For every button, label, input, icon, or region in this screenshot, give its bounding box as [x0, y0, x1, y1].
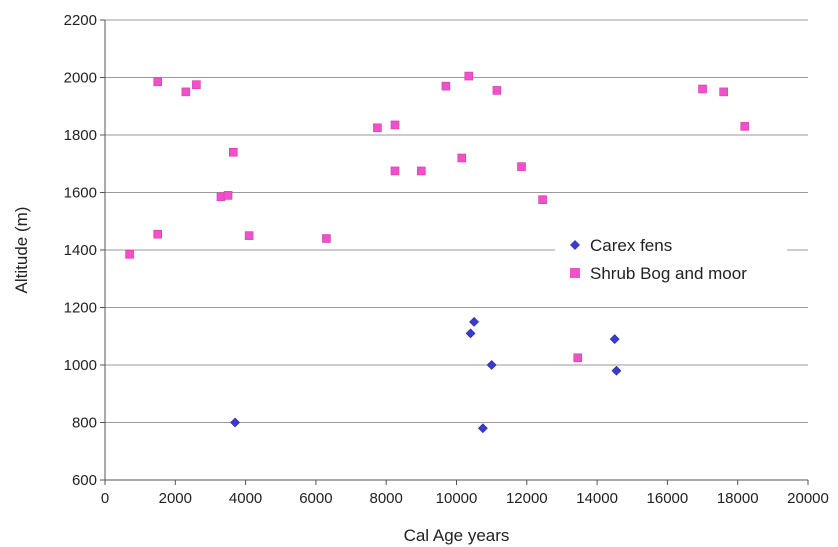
y-tick-label: 600 — [72, 472, 97, 489]
point-carex-fens — [230, 417, 240, 428]
y-tick-label: 2200 — [64, 12, 97, 29]
point-shrub-bog-and-moor — [457, 153, 467, 163]
point-shrub-bog-and-moor — [181, 87, 191, 97]
x-tick-label: 10000 — [436, 490, 478, 507]
point-shrub-bog-and-moor — [441, 81, 451, 91]
point-carex-fens — [609, 334, 620, 345]
x-tick-label: 12000 — [506, 490, 548, 507]
y-axis-ticks: 600 800 1000 1200 1400 1600 1800 2000 2200 — [64, 12, 105, 489]
point-shrub-bog-and-moor — [538, 195, 547, 204]
x-tick-label: 14000 — [576, 490, 618, 507]
y-tick-label: 1400 — [64, 242, 97, 259]
y-tick-label: 1800 — [64, 127, 97, 144]
legend-label-carex-fens: Carex fens — [590, 236, 672, 255]
y-tick-label: 2000 — [64, 70, 97, 87]
legend-label-shrub-bog-and-moor: Shrub Bog and moor — [590, 264, 747, 283]
x-tick-label: 0 — [101, 490, 109, 507]
point-shrub-bog-and-moor — [125, 250, 134, 259]
point-shrub-bog-and-moor — [517, 162, 526, 171]
x-tick-label: 8000 — [370, 490, 403, 507]
point-carex-fens — [611, 365, 622, 376]
point-carex-fens — [465, 328, 476, 339]
gridlines — [105, 19, 808, 423]
point-shrub-bog-and-moor — [373, 123, 382, 133]
point-shrub-bog-and-moor — [719, 87, 728, 97]
point-shrub-bog-and-moor — [322, 234, 331, 243]
y-axis-title: Altitude (m) — [12, 207, 31, 294]
point-shrub-bog-and-moor — [192, 80, 201, 89]
x-axis-title: Cal Age years — [404, 526, 510, 545]
point-shrub-bog-and-moor — [153, 229, 163, 239]
x-tick-label: 2000 — [159, 490, 192, 507]
point-shrub-bog-and-moor — [492, 86, 502, 95]
point-shrub-bog-and-moor — [223, 191, 233, 200]
point-shrub-bog-and-moor — [698, 84, 707, 94]
point-shrub-bog-and-moor — [464, 71, 474, 81]
y-tick-label: 1600 — [64, 185, 97, 202]
point-shrub-bog-and-moor — [740, 122, 750, 131]
x-tick-label: 16000 — [647, 490, 689, 507]
point-shrub-bog-and-moor — [417, 166, 426, 176]
point-shrub-bog-and-moor — [390, 120, 400, 130]
x-tick-label: 4000 — [229, 490, 262, 507]
legend: Carex fens Shrub Bog and moor — [555, 233, 787, 291]
x-tick-label: 20000 — [787, 490, 829, 507]
point-shrub-bog-and-moor — [573, 353, 583, 363]
legend-marker-shrub-bog-and-moor — [570, 268, 580, 278]
point-carex-fens — [486, 360, 497, 370]
y-tick-label: 1200 — [64, 300, 97, 317]
legend-background — [555, 233, 787, 291]
point-shrub-bog-and-moor — [244, 231, 254, 240]
point-carex-fens — [477, 423, 488, 434]
point-shrub-bog-and-moor — [228, 147, 238, 157]
x-tick-label: 18000 — [717, 490, 759, 507]
legend-marker-carex-fens — [570, 240, 580, 250]
point-shrub-bog-and-moor — [390, 166, 400, 176]
x-axis-ticks: 0 2000 4000 6000 8000 10000 12000 14000 16000 180… — [101, 480, 829, 507]
point-shrub-bog-and-moor — [153, 77, 163, 87]
y-tick-label: 800 — [72, 415, 97, 432]
point-carex-fens — [469, 316, 479, 327]
y-tick-label: 1000 — [64, 357, 97, 374]
x-tick-label: 6000 — [299, 490, 332, 507]
data-points — [125, 71, 750, 434]
